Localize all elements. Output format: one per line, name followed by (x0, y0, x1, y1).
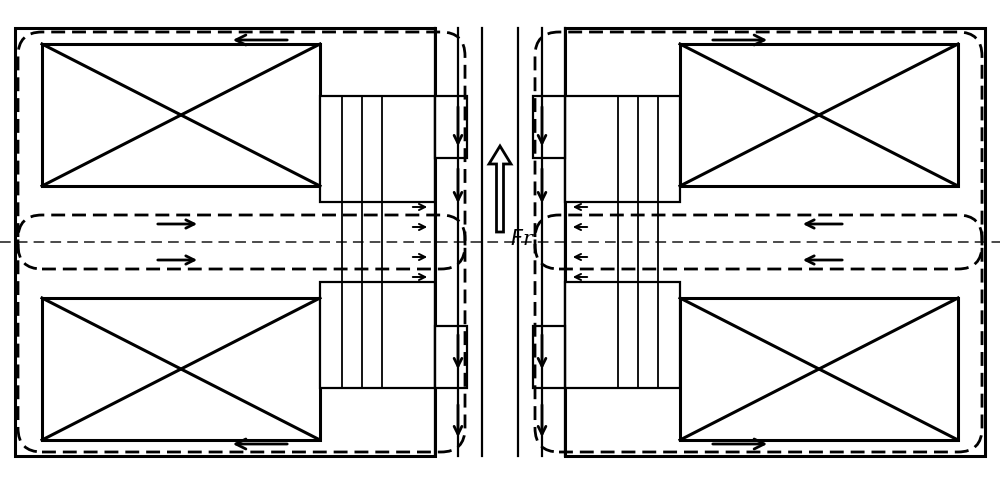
Bar (680, 298, 958, 440)
Bar (565, 282, 680, 388)
Bar (42, 298, 320, 440)
Bar (435, 0, 565, 484)
Bar (565, 96, 680, 202)
Bar (435, 326, 467, 388)
FancyArrow shape (489, 146, 511, 232)
Bar (533, 326, 565, 388)
Bar (533, 96, 565, 158)
Bar (320, 282, 435, 388)
Bar (320, 96, 435, 202)
Text: $F$r: $F$r (510, 229, 535, 249)
Bar (15, 28, 435, 456)
Bar (680, 44, 958, 186)
Bar (435, 96, 467, 158)
Bar (42, 44, 320, 186)
Bar (565, 28, 985, 456)
